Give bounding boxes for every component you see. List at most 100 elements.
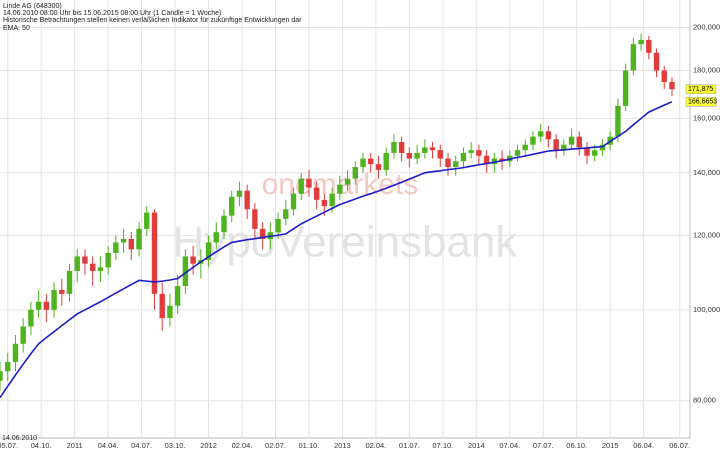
candle-body [491,158,498,165]
x-tick-label: 2013 [334,441,351,450]
candle-body [229,196,235,216]
y-tick-label: 100,000 [693,305,720,314]
candle-body [306,178,312,188]
y-tick-label: 180,000 [693,65,720,74]
x-tick-label: 07.10. [432,441,453,450]
candle-body [28,309,34,327]
candle-body [545,131,552,140]
candle-body [12,343,19,362]
ema-line [0,101,673,399]
candle-body [476,150,482,156]
candle-body [414,152,420,159]
x-tick-label: 07.04. [499,441,520,450]
candle-body [252,209,258,229]
candle-body [453,161,459,168]
candle-body [352,167,359,179]
candle-body [259,228,266,239]
x-tick-label: 01.10. [299,441,320,450]
candle-body [205,242,212,261]
y-tick-label: 160,000 [693,113,720,122]
x-tick-label: 02.07. [265,441,286,450]
candle-body [460,152,467,162]
indicator-label: EMA: 50 [3,25,30,32]
candle-body [128,238,135,250]
candle-body [669,81,675,90]
candle-body [368,158,374,165]
x-tick-label: 2014 [468,441,485,450]
candle-body [159,293,165,319]
candle-body [120,238,127,243]
candle-body [329,193,335,207]
candle-body [661,70,667,82]
candle-body [221,215,227,233]
candle-body [298,178,304,194]
candle-body [422,147,428,153]
start-label: 14.06.2010 [2,435,37,442]
candle-body [592,150,598,156]
candle-body [136,228,142,250]
x-tick-label: 07.07. [533,441,554,450]
candle-body [66,271,73,294]
y-tick-label: 80,000 [693,396,716,405]
candle-body [236,190,243,197]
candle-body [74,256,80,272]
candle-body [653,52,660,71]
candle-body [174,286,181,306]
x-tick-label: 06.07. [669,441,690,450]
candle-body [344,178,351,185]
x-tick-label: 2015 [602,441,619,450]
plot [0,33,675,399]
candle-body [144,212,150,229]
candle-body [213,232,219,243]
candle-body [275,218,281,233]
candle-body [89,263,96,272]
chart-title: Linde AG (648300) [3,3,62,10]
candle-body [391,142,397,153]
candle-body [568,136,575,145]
candle-body [576,136,582,148]
candle-body [182,256,189,287]
candle-body [167,305,173,319]
x-tick-label: 04.10. [31,441,52,450]
candle-body [553,139,559,151]
watermark: HypoVereinsbank [173,218,519,267]
subtitle: 14.06.2010 08:00 Uhr bis 15.06.2015 08:0… [3,10,221,17]
x-tick-label: 03.10. [165,441,186,450]
price-tag [685,97,717,107]
candle-body [615,105,621,137]
candle-body [622,70,629,106]
price-tag [685,84,717,95]
disclaimer: Historische Betrachtungen stellen keinen… [3,17,302,24]
candle-body [584,147,590,156]
x-tick-label: 04.04. [98,441,119,450]
candle-body [0,371,3,381]
candle-body [437,150,443,159]
grid [0,0,690,438]
candle-body [51,289,57,310]
candle-body [599,144,606,151]
candle-body [445,158,451,168]
candle-body [646,39,652,53]
candle-body [468,150,474,153]
candle-body [43,301,50,310]
x-tick-label: 02.04. [365,441,386,450]
candle-body [5,361,11,372]
candle-body [375,164,382,170]
candle-body [59,289,65,294]
candle-body [97,267,104,272]
candle-body [537,131,544,137]
candle-body [105,252,111,268]
candle-body [429,147,436,151]
x-tick-label: 04.07. [131,441,152,450]
candle-body [499,158,505,162]
candle-body [321,199,328,207]
candle-body [151,212,158,294]
candle-body [20,326,26,344]
candle-body [337,184,343,194]
candle-body [561,144,567,151]
y-tick-label: 120,000 [693,231,720,240]
candle-body [360,158,366,168]
candle-body [398,142,405,153]
candle-body [483,155,490,165]
